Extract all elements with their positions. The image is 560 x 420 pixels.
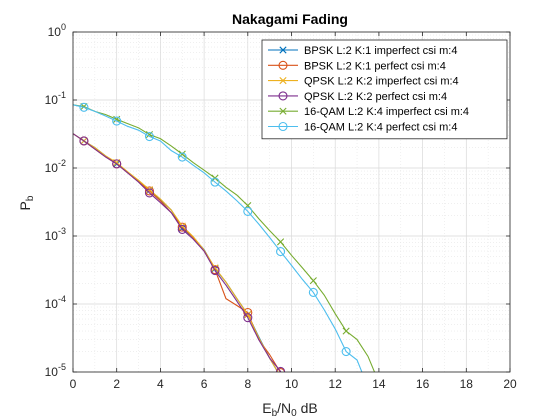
legend-label: 16-QAM L:2 K:4 imperfect csi m:4 xyxy=(304,106,469,118)
x-axis-label-main: E xyxy=(262,400,271,416)
x-axis-label-mid: /N xyxy=(277,400,291,416)
legend-label: BPSK L:2 K:1 perfect csi m:4 xyxy=(304,60,446,72)
x-tick-label: 0 xyxy=(70,377,77,391)
legend: BPSK L:2 K:1 imperfect csi m:4 BPSK L:2 K… xyxy=(262,40,507,139)
x-tick-label: 14 xyxy=(372,377,386,391)
y-axis-label-main: P xyxy=(17,201,33,210)
chart-title: Nakagami Fading xyxy=(232,11,348,27)
x-tick-label: 2 xyxy=(113,377,120,391)
x-tick-label: 20 xyxy=(503,377,517,391)
legend-label: BPSK L:2 K:1 imperfect csi m:4 xyxy=(304,45,457,57)
legend-label: 16-QAM L:2 K:4 perfect csi m:4 xyxy=(304,122,457,134)
x-tick-label: 4 xyxy=(157,377,164,391)
y-axis-label-sub: b xyxy=(25,195,36,201)
x-tick-label: 18 xyxy=(460,377,474,391)
x-axis-label-tail: dB xyxy=(297,400,318,416)
legend-label: QPSK L:2 K:2 perfect csi m:4 xyxy=(304,91,447,103)
x-tick-label: 12 xyxy=(329,377,343,391)
x-tick-label: 6 xyxy=(201,377,208,391)
x-tick-label: 8 xyxy=(244,377,251,391)
legend-label: QPSK L:2 K:2 imperfect csi m:4 xyxy=(304,76,459,88)
x-tick-label: 10 xyxy=(285,377,299,391)
x-tick-label: 16 xyxy=(416,377,430,391)
